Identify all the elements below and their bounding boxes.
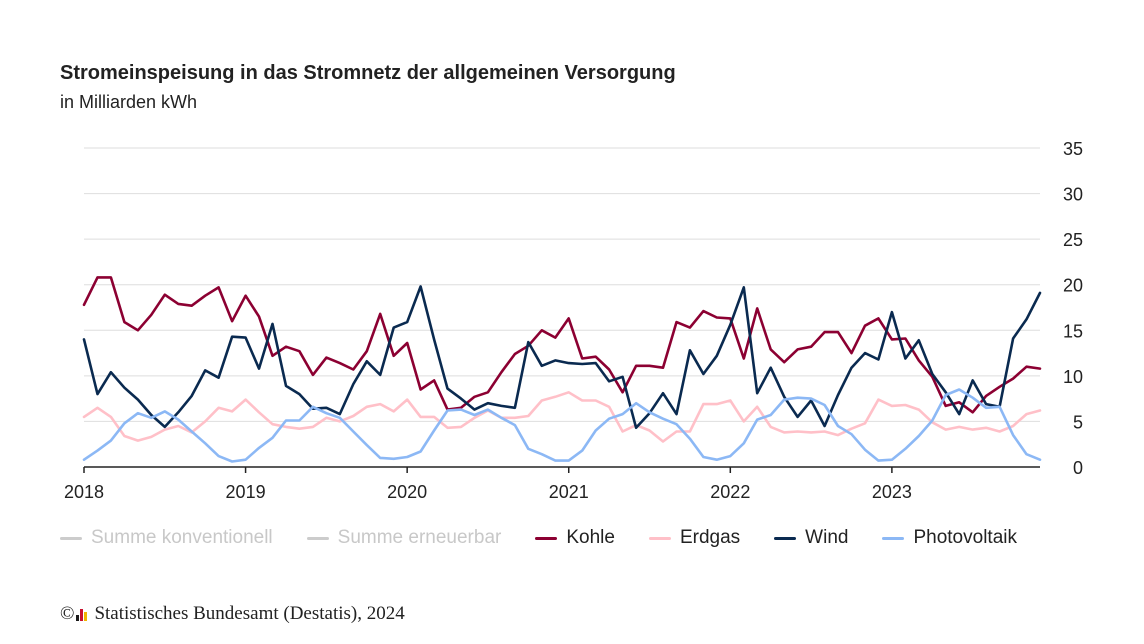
legend-item-wind[interactable]: Wind (774, 527, 848, 549)
x-axis: 2018 2019 2020 2021 2022 2023 (64, 466, 1040, 502)
y-axis: 0 5 10 15 20 25 30 35 (1063, 139, 1083, 478)
y-tick-label: 35 (1063, 139, 1083, 159)
legend-label: Photovoltaik (913, 527, 1017, 548)
legend-swatch (535, 536, 558, 540)
source-footer: © Statistisches Bundesamt (Destatis), 20… (60, 603, 405, 625)
copyright-symbol: © (60, 603, 75, 624)
source-text: Statistisches Bundesamt (Destatis), 2024 (94, 603, 405, 624)
y-tick-label: 10 (1063, 367, 1083, 387)
gridlines (84, 147, 1040, 422)
x-tick-label: 2020 (387, 482, 427, 502)
legend-item-summe-konventionell[interactable]: Summe konventionell (60, 527, 273, 549)
y-tick-label: 25 (1063, 230, 1083, 250)
legend-swatch (882, 536, 905, 540)
legend-label: Wind (805, 527, 849, 548)
legend-swatch (60, 536, 82, 540)
y-tick-label: 20 (1063, 276, 1083, 296)
chart-title: Stromeinspeisung in das Stromnetz der al… (60, 62, 676, 84)
x-tick-label: 2021 (549, 482, 589, 502)
line-chart: 2018 2019 2020 2021 2022 2023 0 5 10 15 20 25 30 35 (64, 139, 1083, 502)
y-tick-label: 0 (1073, 458, 1083, 478)
chart-subtitle: in Milliarden kWh (60, 92, 198, 112)
y-tick-label: 30 (1063, 185, 1083, 205)
legend-label: Summe konventionell (91, 527, 273, 548)
series-line-kohle (82, 276, 1042, 414)
legend-swatch (306, 536, 329, 540)
legend-item-summe-erneuerbar[interactable]: Summe erneuerbar (306, 527, 502, 549)
legend: Summe konventionell Summe erneuerbar Koh… (60, 526, 1051, 550)
legend-label: Erdgas (679, 527, 741, 548)
series-lines (82, 276, 1042, 463)
series-line-wind (82, 285, 1042, 430)
series-line-erdgas (82, 390, 1042, 443)
series-line-photovoltaik (82, 388, 1042, 463)
x-tick-label: 2019 (226, 482, 266, 502)
legend-label: Kohle (566, 527, 615, 548)
x-tick-label: 2018 (64, 482, 104, 502)
y-tick-label: 5 (1073, 412, 1083, 432)
legend-label: Summe erneuerbar (337, 527, 502, 548)
x-tick-label: 2023 (872, 482, 912, 502)
legend-swatch (648, 536, 671, 540)
legend-item-erdgas[interactable]: Erdgas (648, 527, 741, 549)
legend-swatch (774, 536, 797, 540)
destatis-logo-icon (76, 607, 88, 621)
x-tick-label: 2022 (710, 482, 750, 502)
legend-item-kohle[interactable]: Kohle (535, 527, 615, 549)
y-tick-label: 15 (1063, 321, 1083, 341)
legend-item-photovoltaik[interactable]: Photovoltaik (882, 527, 1017, 549)
